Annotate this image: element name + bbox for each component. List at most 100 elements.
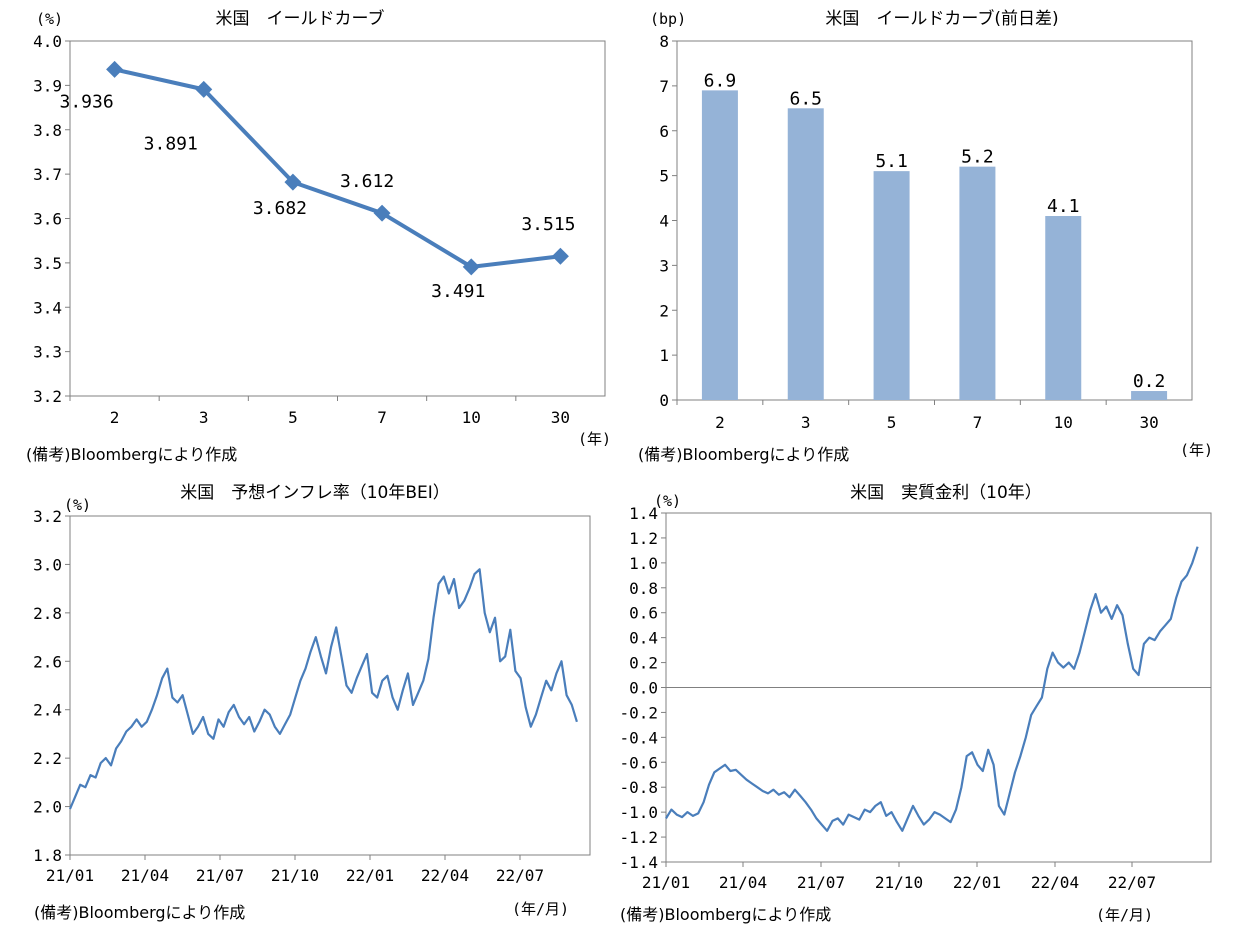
c1-x-axis: 2 3 5 7 10 30 [69,396,570,427]
c3-plot-frame [69,515,591,856]
c2-source-note: (備考)Bloombergにより作成 [638,445,849,464]
y-tick-label: 0.6 [629,604,658,623]
y-tick-label: 2.4 [33,701,62,720]
y-tick-label: 3 [659,256,669,275]
y-tick-label: 2.0 [33,798,62,817]
x-tick-label: 22/04 [1031,873,1079,892]
c3-y-axis: 1.8 2.0 2.2 2.4 2.6 2.8 3.0 3.2 [33,507,70,865]
x-tick-label: 21/07 [196,866,244,885]
c1-series: 3.936 3.891 3.682 3.612 3.491 3.515 [59,60,576,302]
y-tick-label: 2 [659,301,669,320]
y-tick-label: -0.8 [619,778,658,797]
c3-title: 米国 予想インフレ率（10年BEI） [180,483,450,503]
y-tick-label: 3.9 [33,76,62,95]
c4-y-axis: -1.4 -1.2 -1.0 -0.8 -0.6 -0.4 -0.2 0.0 0.2 0.4 0.6… [619,504,666,872]
x-tick-label: 22/01 [346,866,394,885]
c2-title: 米国 イールドカーブ(前日差) [825,8,1058,29]
bar [787,108,824,400]
c1-x-unit: (年) [578,430,611,448]
x-tick-label: 22/01 [953,873,1001,892]
c3-x-unit: (年/月) [512,900,569,918]
c4-source-note: (備考)Bloombergにより作成 [620,905,831,924]
y-tick-label: 1.4 [629,504,658,523]
c2-x-unit: (年) [1180,441,1213,459]
x-tick-label: 30 [1139,413,1158,432]
y-tick-label: -0.2 [619,703,658,722]
x-tick-label: 22/04 [421,866,469,885]
x-tick-label: 21/04 [719,873,767,892]
y-tick-label: 3.4 [33,298,62,317]
data-label: 6.9 [704,70,737,91]
data-label: 4.1 [1047,196,1080,217]
x-tick-label: 7 [973,413,983,432]
c2-y-axis: 0 1 2 3 4 5 6 7 8 [659,32,677,410]
y-tick-label: 2.8 [33,604,62,623]
c1-title: 米国 イールドカーブ [216,8,385,29]
y-tick-label: 0 [659,391,669,410]
c3-source-note: (備考)Bloombergにより作成 [34,903,245,922]
data-label: 5.1 [875,151,908,172]
x-tick-label: 21/04 [121,866,169,885]
bar [959,166,996,400]
y-tick-label: 3.8 [33,121,62,140]
bar [701,90,738,401]
c1-y-axis: 3.2 3.3 3.4 3.5 3.6 3.7 3.8 3.9 4.0 [33,32,70,406]
y-tick-label: -1.4 [619,853,658,872]
y-tick-label: 1 [659,346,669,365]
data-label: 3.491 [431,281,485,302]
x-tick-label: 21/10 [271,866,319,885]
data-label: 5.2 [961,147,994,168]
y-tick-label: -0.4 [619,728,658,747]
x-tick-label: 3 [199,408,209,427]
c4-x-axis: 21/01 21/04 21/07 21/10 22/01 22/04 22/07 [642,862,1156,892]
y-tick-label: 0.4 [629,629,658,648]
y-tick-label: 3.5 [33,254,62,273]
y-tick-label: 3.2 [33,387,62,406]
real-rate-chart: 米国 実質金利（10年） (%) (年/月) (備考)Bloombergにより作… [619,483,1212,924]
x-tick-label: 30 [551,408,570,427]
x-tick-label: 2 [110,408,120,427]
yield-marker [462,258,480,276]
data-label: 3.515 [521,214,575,235]
y-tick-label: 8 [659,32,669,51]
yield-change-chart: 米国 イールドカーブ(前日差) (bp) (年) (備考)Bloombergによ… [638,8,1213,464]
y-tick-label: 6 [659,122,669,141]
series-line [68,568,578,810]
y-tick-label: 4.0 [33,32,62,51]
c2-series: 6.9 6.5 5.1 5.2 4.1 0.2 [701,70,1168,401]
x-tick-label: 21/01 [642,873,690,892]
c4-unit: (%) [654,492,681,510]
y-tick-label: 3.2 [33,507,62,526]
data-label: 6.5 [789,88,822,109]
c4-x-unit: (年/月) [1096,906,1153,924]
yield-marker [551,247,569,265]
y-tick-label: 3.0 [33,555,62,574]
data-label: 3.891 [144,133,198,154]
bar [873,171,910,400]
y-tick-label: 3.6 [33,210,62,229]
series-line [665,546,1199,832]
y-tick-label: 0.0 [629,679,658,698]
yield-marker [106,60,124,78]
y-tick-label: 0.8 [629,579,658,598]
x-tick-label: 10 [1054,413,1073,432]
y-tick-label: 3.7 [33,165,62,184]
x-tick-label: 21/07 [797,873,845,892]
y-tick-label: 7 [659,77,669,96]
y-tick-label: 1.2 [629,529,658,548]
x-tick-label: 5 [288,408,298,427]
x-tick-label: 5 [887,413,897,432]
yield-line [114,67,561,269]
c3-series [68,568,578,810]
x-tick-label: 7 [377,408,387,427]
y-tick-label: 0.2 [629,654,658,673]
x-tick-label: 22/07 [496,866,544,885]
c4-title: 米国 実質金利（10年） [850,483,1042,503]
x-tick-label: 2 [715,413,725,432]
y-tick-label: 1.0 [629,554,658,573]
data-label: 3.612 [340,171,394,192]
y-tick-label: 2.2 [33,749,62,768]
bar [1131,391,1168,400]
x-tick-label: 21/01 [46,866,94,885]
